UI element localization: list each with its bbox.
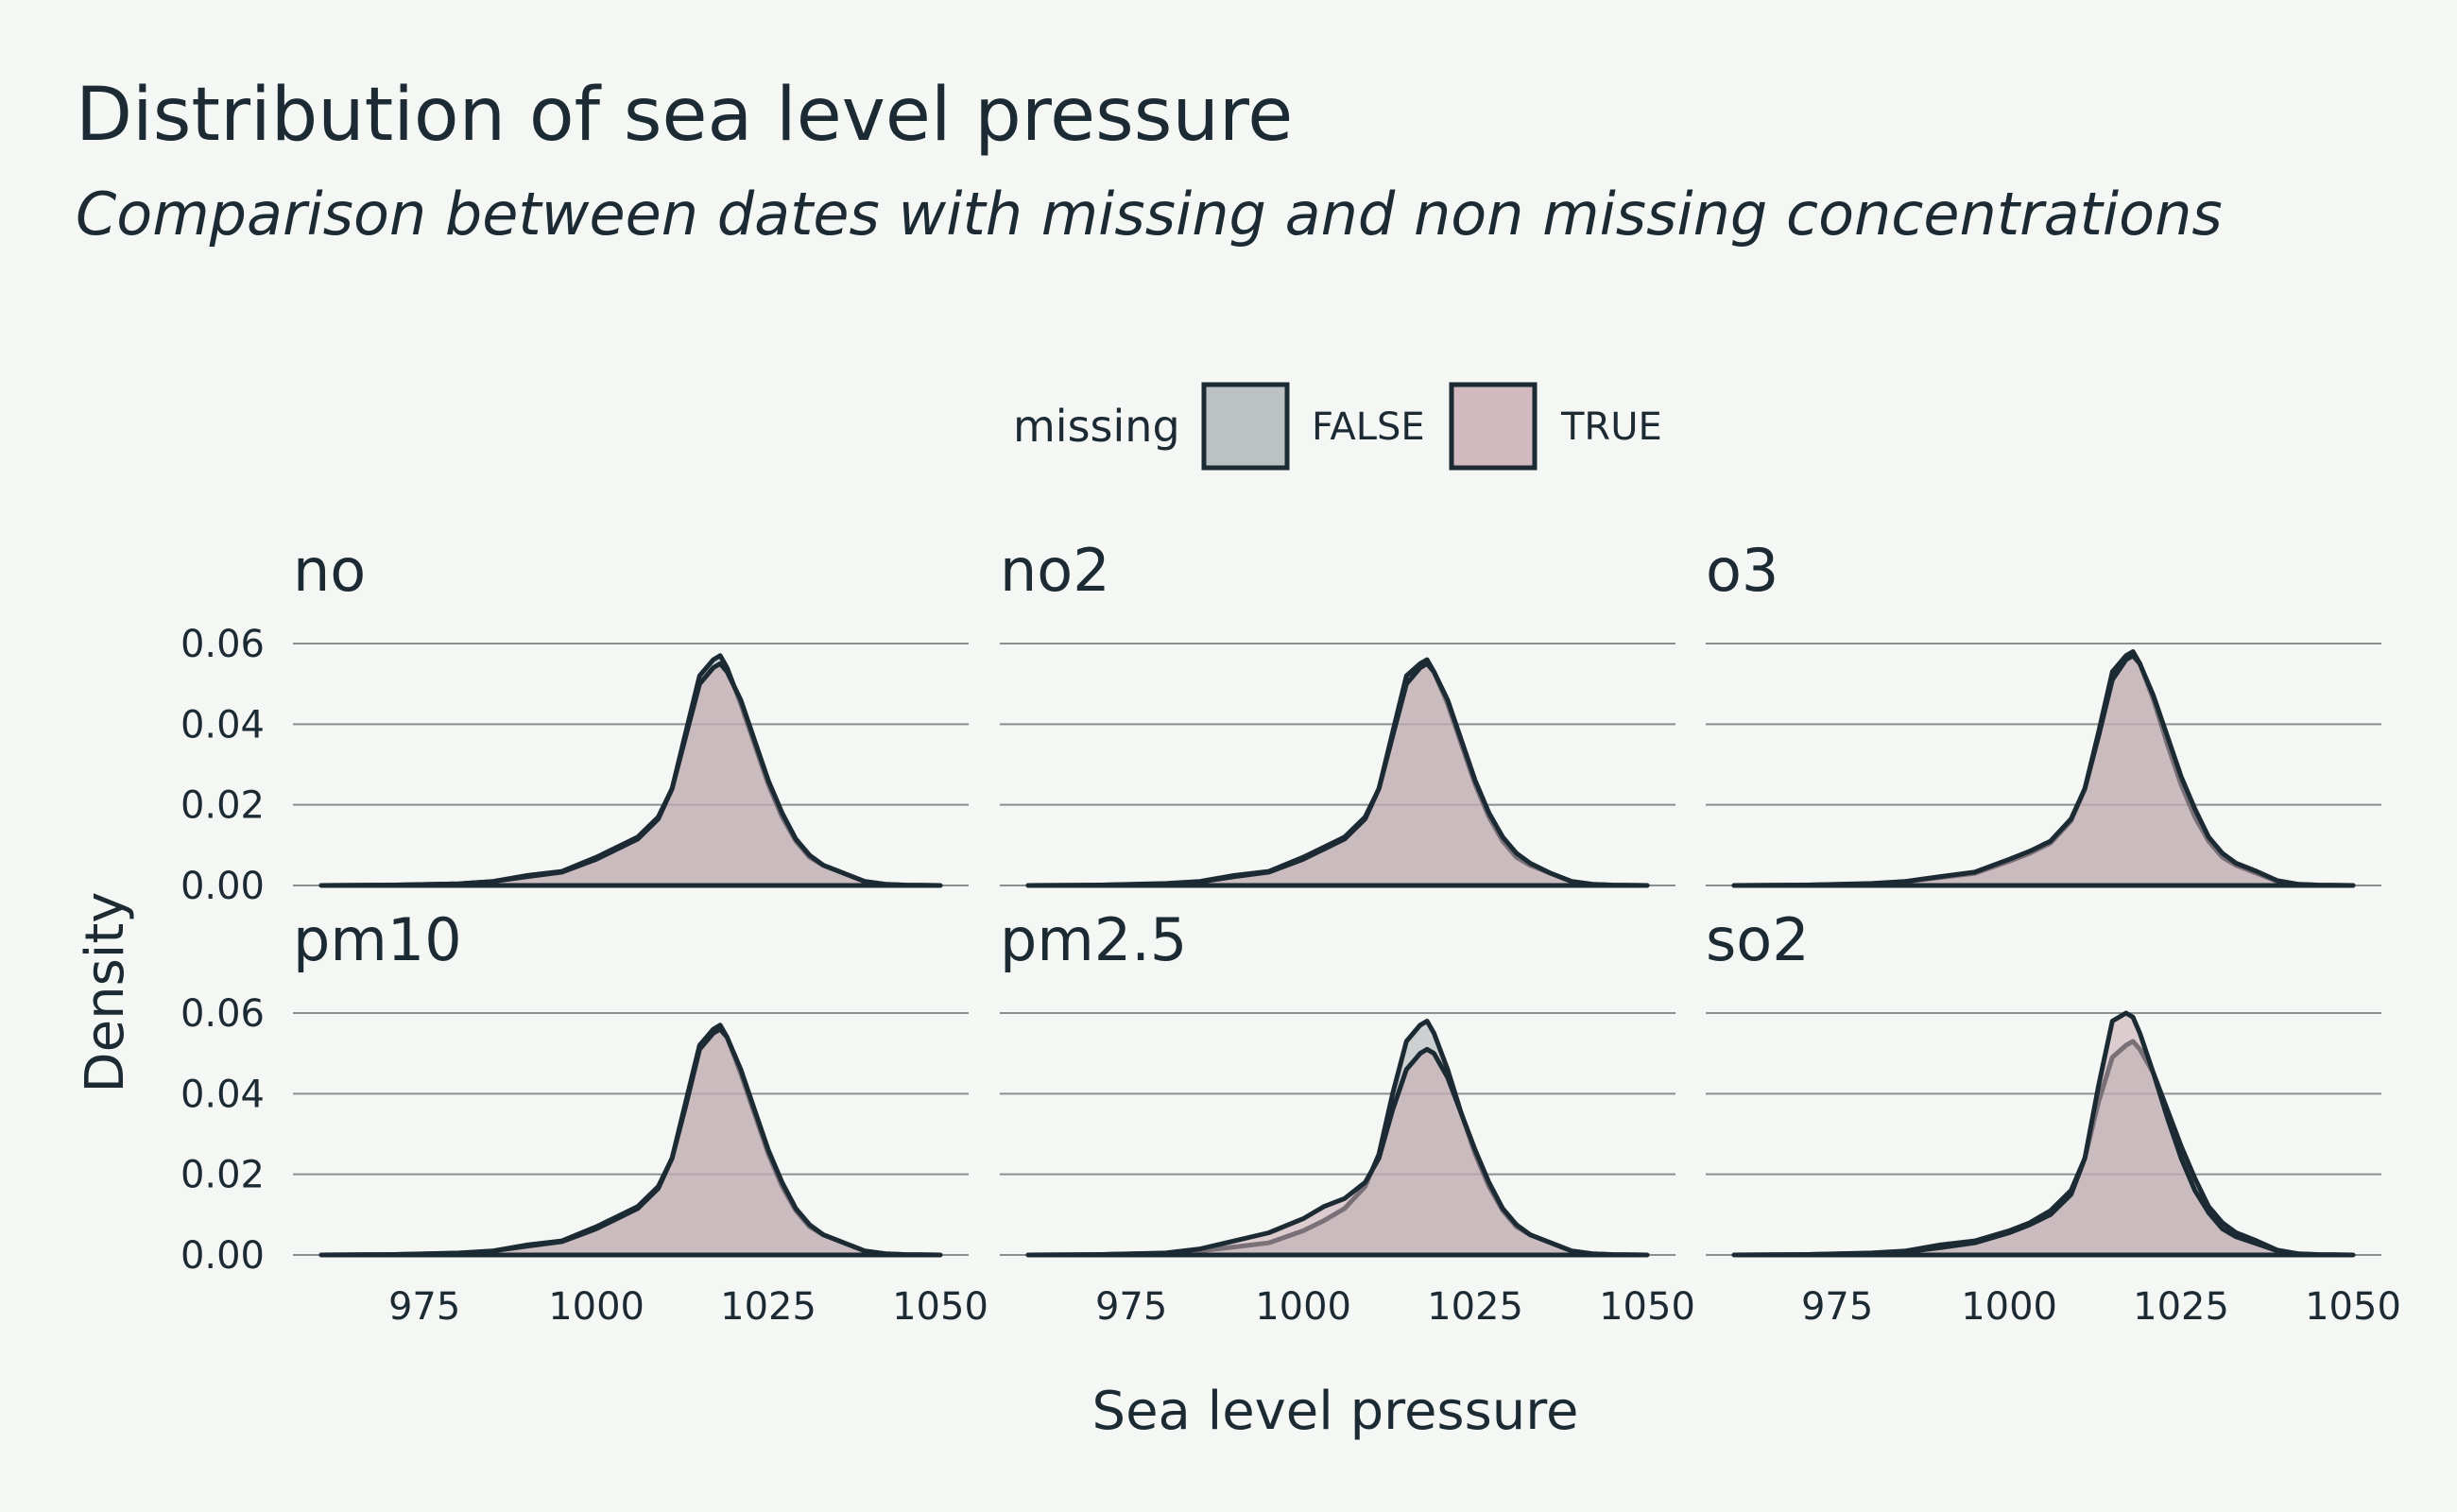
x-axis-title: Sea level pressure <box>1092 1381 1579 1442</box>
x-tick-label: 975 <box>388 1285 460 1329</box>
facet-panel-o3: o3 <box>1706 536 2381 888</box>
density-area-true <box>318 1026 943 1258</box>
facet-panels: 0.00 0.02 0.04 0.06 no no2 o3 0.00 0.02 0.04 0.06 p… <box>180 536 2401 1329</box>
y-tick-label: 0.04 <box>180 1073 265 1116</box>
facet-panel-pm2-5: pm2.5 975 1000 1025 1050 <box>1000 905 1695 1329</box>
x-tick-label: 1000 <box>1961 1285 2057 1329</box>
legend: missing FALSE TRUE <box>1013 382 1662 471</box>
x-tick-label: 1000 <box>548 1285 644 1329</box>
y-tick-label: 0.06 <box>180 623 265 666</box>
y-tick-label: 0.02 <box>180 1154 265 1197</box>
y-tick-label: 0.04 <box>180 703 265 747</box>
density-area-true <box>1025 1046 1650 1258</box>
legend-label-false: FALSE <box>1312 405 1425 449</box>
x-tick-label: 975 <box>1095 1285 1167 1329</box>
facet-label: pm10 <box>293 905 462 974</box>
x-tick-label: 1025 <box>720 1285 816 1329</box>
facet-panel-no2: no2 <box>1000 536 1675 888</box>
facet-label: no2 <box>1000 536 1110 605</box>
facet-label: o3 <box>1706 536 1778 605</box>
legend-title: missing <box>1013 401 1180 452</box>
facet-label: so2 <box>1706 905 1810 974</box>
density-area-true <box>318 661 943 888</box>
x-tick-label: 1050 <box>1599 1285 1695 1329</box>
x-tick-label: 1025 <box>1427 1285 1523 1329</box>
facet-label: pm2.5 <box>1000 905 1187 974</box>
x-tick-label: 975 <box>1801 1285 1873 1329</box>
chart-title: Distribution of sea level pressure <box>76 73 1293 158</box>
density-area-true <box>1731 653 2356 888</box>
legend-label-true: TRUE <box>1560 405 1662 449</box>
y-tick-label: 0.00 <box>180 1234 265 1278</box>
y-tick-label: 0.02 <box>180 784 265 828</box>
x-tick-label: 1025 <box>2133 1285 2229 1329</box>
x-tick-label: 1000 <box>1255 1285 1351 1329</box>
y-tick-label: 0.06 <box>180 992 265 1036</box>
facet-panel-pm10: 0.00 0.02 0.04 0.06 pm10 975 1000 1025 1050 <box>180 905 988 1329</box>
facet-panel-no: 0.00 0.02 0.04 0.06 no <box>180 536 969 908</box>
facet-panel-so2: so2 975 1000 1025 1050 <box>1706 905 2401 1329</box>
y-tick-label: 0.00 <box>180 865 265 908</box>
density-area-true <box>1731 1010 2356 1258</box>
x-tick-label: 1050 <box>2305 1285 2401 1329</box>
x-tick-label: 1050 <box>892 1285 988 1329</box>
y-axis-title: Density <box>75 892 136 1093</box>
legend-key-false <box>1201 382 1290 471</box>
legend-key-true <box>1449 382 1538 471</box>
chart-subtitle: Comparison between dates with missing an… <box>76 180 2223 249</box>
facet-label: no <box>293 536 366 605</box>
density-area-true <box>1025 661 1650 888</box>
